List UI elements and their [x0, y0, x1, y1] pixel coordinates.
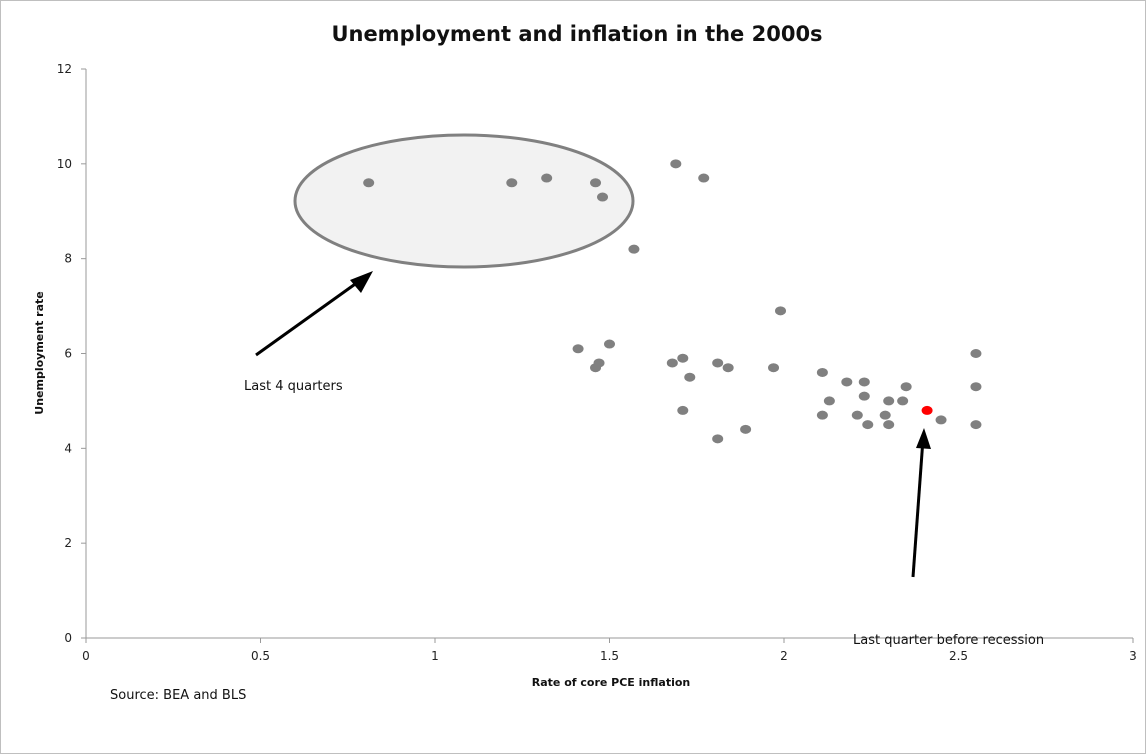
y-axis-title: Unemployment rate	[33, 291, 46, 414]
x-tick-label: 1.5	[600, 649, 619, 663]
data-point	[841, 377, 853, 387]
y-tick-label: 4	[64, 441, 72, 455]
data-point	[684, 372, 696, 382]
data-point	[883, 420, 895, 430]
data-point	[740, 424, 752, 434]
data-point	[572, 344, 584, 354]
y-tick-label: 12	[57, 62, 72, 76]
data-point	[775, 306, 787, 316]
last-four-quarters-label: Last 4 quarters	[244, 379, 343, 394]
data-point	[628, 244, 640, 254]
data-point	[816, 410, 828, 420]
data-point	[970, 420, 982, 430]
data-point	[816, 367, 828, 377]
source-note: Source: BEA and BLS	[110, 688, 246, 703]
data-point	[862, 420, 874, 430]
data-point	[851, 410, 863, 420]
y-tick-label: 2	[64, 536, 72, 550]
data-point	[506, 178, 518, 188]
data-point	[677, 405, 689, 415]
x-tick-label: 3	[1129, 649, 1137, 663]
data-point	[597, 192, 609, 202]
data-point	[823, 396, 835, 406]
x-tick-label: 0.5	[251, 649, 270, 663]
data-point	[858, 377, 870, 387]
data-point	[897, 396, 909, 406]
y-tick-label: 8	[64, 252, 72, 266]
data-point	[970, 349, 982, 358]
data-point	[590, 363, 602, 373]
data-point	[541, 173, 553, 183]
last-four-quarters-ellipse	[293, 133, 635, 269]
data-point	[712, 358, 724, 368]
axis-ticks: 0 0.5 1 1.5 2 2.5 3 0 2 4 6 8 10 12	[57, 62, 1137, 663]
data-point	[677, 353, 689, 363]
data-point	[604, 339, 615, 349]
data-point	[363, 178, 375, 188]
x-tick-label: 2	[780, 649, 788, 663]
last-quarter-label: Last quarter before recession	[853, 633, 1044, 648]
chart-title: Unemployment and inflation in the 2000s	[331, 22, 822, 46]
data-point	[698, 173, 710, 183]
highlighted-data-point	[921, 405, 933, 415]
data-point	[670, 159, 682, 169]
last-quarter-arrow	[911, 428, 931, 578]
x-axis-title: Rate of core PCE inflation	[532, 676, 690, 689]
data-point	[590, 178, 602, 188]
data-point	[768, 363, 780, 373]
data-point	[879, 410, 891, 420]
y-tick-label: 0	[64, 631, 72, 645]
data-point	[722, 363, 734, 373]
y-tick-label: 10	[57, 157, 72, 171]
data-point	[858, 391, 870, 401]
data-points	[363, 159, 982, 444]
data-point	[900, 382, 912, 392]
x-tick-label: 1	[431, 649, 439, 663]
x-tick-label: 2.5	[949, 649, 968, 663]
data-point	[883, 396, 895, 406]
data-point	[935, 415, 947, 425]
y-tick-label: 6	[64, 347, 72, 361]
data-point	[970, 382, 982, 392]
data-point	[712, 434, 724, 444]
data-point	[666, 358, 678, 368]
last-four-quarters-arrow	[255, 271, 373, 357]
x-tick-label: 0	[82, 649, 90, 663]
